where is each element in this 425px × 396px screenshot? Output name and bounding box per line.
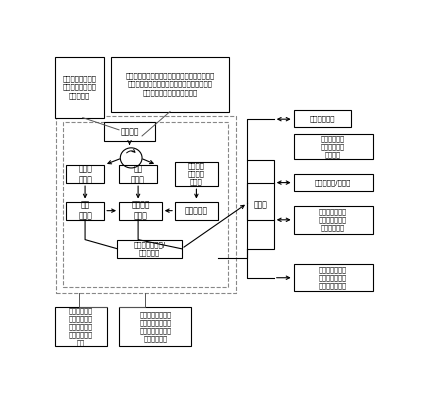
Text: 选通调制器调
制机动车雷达
测速仪微波信
号后发射回测
速仪: 选通调制器调 制机动车雷达 测速仪微波信 号后发射回测 速仪 — [69, 307, 93, 346]
Bar — [63, 122, 228, 287]
Text: 微带天线: 微带天线 — [120, 127, 139, 136]
Bar — [119, 202, 162, 220]
Bar — [55, 307, 108, 346]
Text: 工控机: 工控机 — [254, 200, 268, 209]
Text: 激光测距仪/摄像机: 激光测距仪/摄像机 — [315, 179, 351, 186]
Bar — [294, 110, 351, 127]
Text: 运动目标模拟装置接收机动车雷达测速仪微波信
号后，在其上叠加多普勒信号，再发射至测速
仪，测速仪即可显示相应速度: 运动目标模拟装置接收机动车雷达测速仪微波信 号后，在其上叠加多普勒信号，再发射至… — [125, 73, 215, 95]
Bar — [294, 174, 373, 191]
Text: 输出两路
多普勒频
率信号: 输出两路 多普勒频 率信号 — [188, 163, 205, 185]
Text: 驱动微带天线
作水平旋转及
俯仰运动: 驱动微带天线 作水平旋转及 俯仰运动 — [321, 135, 345, 158]
Text: 低噪声
放大器: 低噪声 放大器 — [78, 164, 92, 184]
Bar — [117, 240, 181, 258]
Bar — [175, 162, 218, 186]
Bar — [119, 307, 191, 346]
Bar — [55, 57, 104, 118]
Bar — [294, 134, 373, 159]
Text: 接收机动车雷达测
速仪微波信号、发
射调制信号: 接收机动车雷达测 速仪微波信号、发 射调制信号 — [62, 76, 96, 99]
Text: 测量机动车雷达测
速仪微波发射频率
和发射功率，确定
雷达主瓣区域: 测量机动车雷达测 速仪微波发射频率 和发射功率，确定 雷达主瓣区域 — [139, 311, 171, 342]
Bar — [294, 264, 373, 291]
Bar — [66, 165, 104, 183]
Text: 倍源适配器: 倍源适配器 — [185, 206, 208, 215]
Text: 功率
放大器: 功率 放大器 — [131, 164, 145, 184]
Text: 测量微带天线与
机动车雷达测速
仪之间的距离: 测量微带天线与 机动车雷达测速 仪之间的距离 — [319, 208, 347, 231]
Text: 闭环控制云台: 闭环控制云台 — [310, 115, 335, 122]
Text: 正交移相
混频器: 正交移相 混频器 — [131, 201, 150, 221]
Bar — [66, 202, 104, 220]
Bar — [57, 116, 236, 293]
Bar — [104, 122, 155, 141]
Bar — [294, 206, 373, 234]
Bar — [247, 160, 274, 249]
Bar — [111, 57, 230, 112]
Bar — [119, 165, 157, 183]
Text: 微波频率计数器/
微波功率计: 微波频率计数器/ 微波功率计 — [133, 242, 165, 256]
Bar — [175, 202, 218, 220]
Text: 功率
分配器: 功率 分配器 — [78, 201, 92, 221]
Text: 通过伺服电机或
车载方式驱动检
测装置前后运动: 通过伺服电机或 车载方式驱动检 测装置前后运动 — [319, 267, 347, 289]
